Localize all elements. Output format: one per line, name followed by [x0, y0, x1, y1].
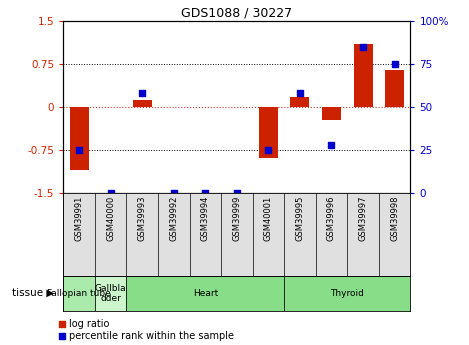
- Text: GSM39999: GSM39999: [232, 196, 242, 241]
- Text: GSM39992: GSM39992: [169, 196, 178, 241]
- Point: [233, 190, 241, 196]
- Text: GSM39997: GSM39997: [358, 196, 368, 241]
- Bar: [127, 276, 284, 310]
- Point: [76, 147, 83, 153]
- Bar: [133, 100, 151, 107]
- Text: tissue ▶: tissue ▶: [12, 288, 54, 298]
- Text: Heart: Heart: [193, 289, 218, 298]
- Text: GSM39994: GSM39994: [201, 196, 210, 241]
- Text: GSM39993: GSM39993: [138, 196, 147, 241]
- Text: GSM39996: GSM39996: [327, 196, 336, 241]
- Point: [391, 61, 398, 67]
- Text: Fallopian tube: Fallopian tube: [47, 289, 111, 298]
- Point: [170, 190, 177, 196]
- Point: [328, 142, 335, 148]
- Point: [138, 90, 146, 96]
- Text: Thyroid: Thyroid: [330, 289, 364, 298]
- Bar: [290, 97, 310, 107]
- Bar: [385, 70, 404, 107]
- Point: [359, 44, 367, 49]
- Bar: [259, 107, 278, 158]
- Text: GSM40000: GSM40000: [106, 196, 115, 241]
- Legend: log ratio, percentile rank within the sample: log ratio, percentile rank within the sa…: [59, 319, 234, 341]
- Text: GSM39991: GSM39991: [75, 196, 83, 241]
- Bar: [69, 107, 89, 170]
- Bar: [95, 276, 127, 310]
- Text: GSM39998: GSM39998: [390, 196, 399, 241]
- Bar: [322, 107, 341, 120]
- Point: [296, 90, 304, 96]
- Text: GSM39995: GSM39995: [295, 196, 304, 241]
- Title: GDS1088 / 30227: GDS1088 / 30227: [182, 7, 292, 20]
- Bar: [63, 276, 95, 310]
- Text: Gallbla
dder: Gallbla dder: [95, 284, 127, 303]
- Bar: [354, 44, 372, 107]
- Bar: [284, 276, 410, 310]
- Text: GSM40001: GSM40001: [264, 196, 273, 241]
- Point: [202, 190, 209, 196]
- Point: [107, 190, 114, 196]
- Point: [265, 147, 272, 153]
